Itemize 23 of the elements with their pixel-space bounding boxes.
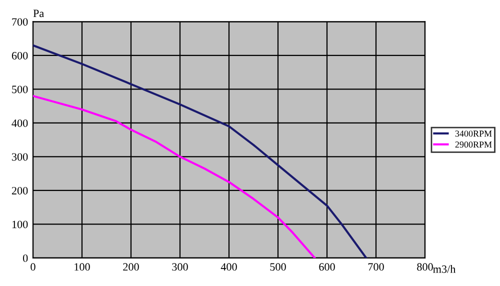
x-tick-label: 600 — [319, 263, 335, 271]
y-tick-label: 700 — [12, 18, 28, 26]
x-axis-title: m3/h — [433, 265, 456, 273]
y-tick-label: 500 — [12, 86, 28, 94]
x-tick-label: 700 — [368, 263, 384, 271]
legend-label: 2900RPM — [455, 142, 492, 148]
x-tick-label: 100 — [74, 263, 90, 271]
y-tick-label: 300 — [12, 153, 28, 161]
y-tick-label: 100 — [12, 220, 28, 228]
y-tick-label: 0 — [23, 254, 28, 262]
y-tick-label: 600 — [12, 52, 28, 60]
x-tick-label: 400 — [220, 263, 237, 271]
y-axis-title: Pa — [33, 10, 44, 18]
line-series — [33, 94, 316, 258]
line-series — [33, 44, 368, 258]
x-tick-label: 500 — [270, 263, 286, 271]
x-tick-label: 200 — [123, 263, 139, 271]
x-tick-label: 300 — [172, 263, 188, 271]
x-tick-label: 0 — [30, 263, 36, 271]
y-tick-label: 200 — [12, 186, 28, 194]
legend-label: 3400RPM — [455, 130, 492, 137]
y-tick-label: 400 — [12, 119, 28, 127]
x-tick-label: 800 — [417, 263, 433, 271]
